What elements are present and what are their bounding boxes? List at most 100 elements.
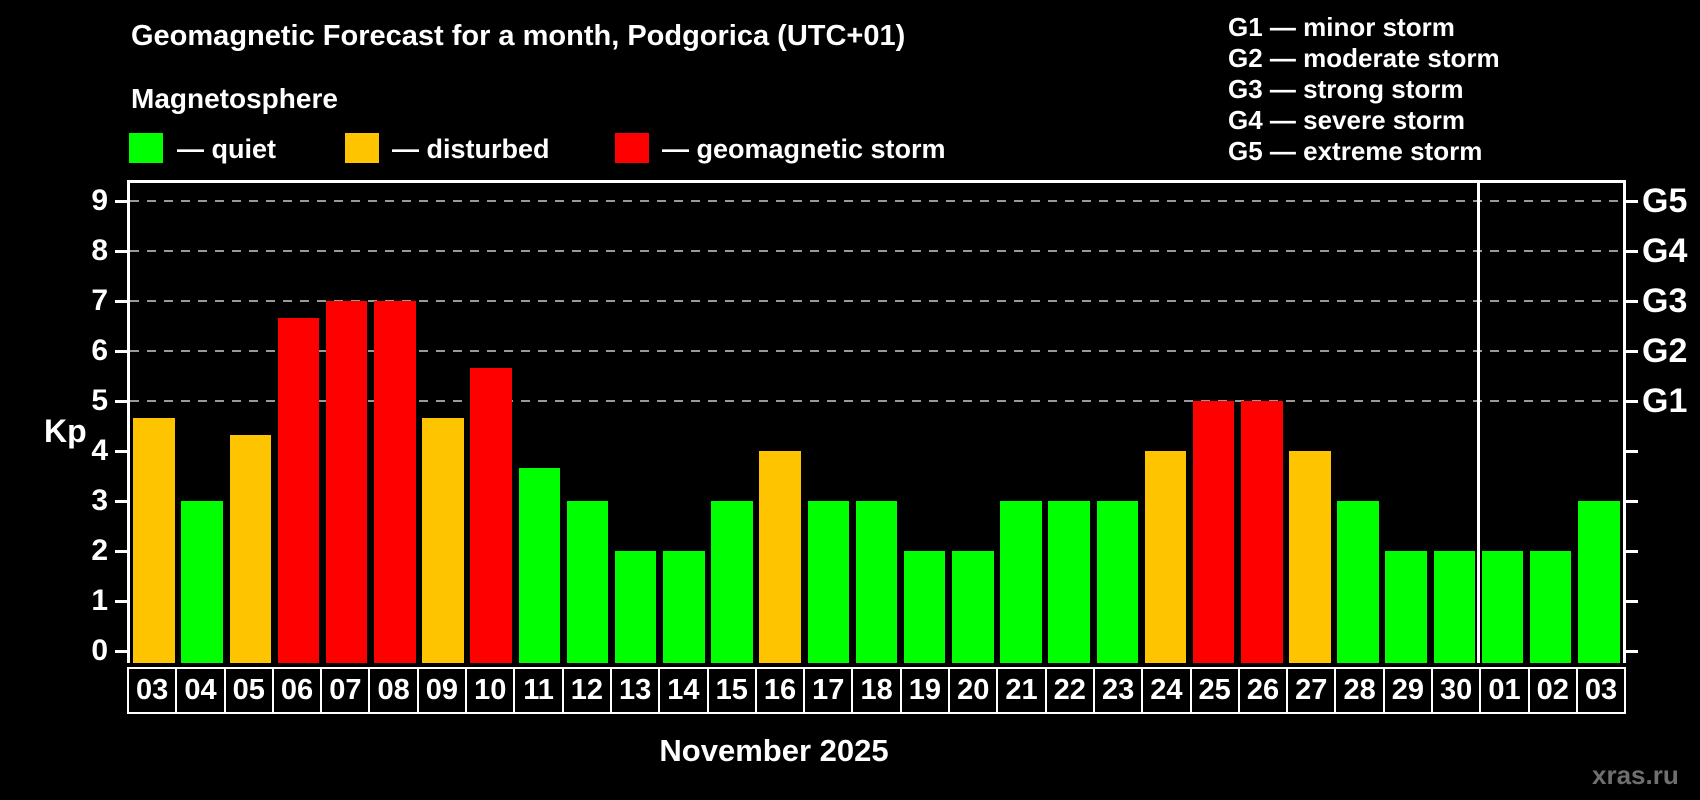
day-label-11: 11 bbox=[513, 667, 564, 714]
day-label-23: 23 bbox=[1092, 667, 1144, 714]
bar-day-29 bbox=[1385, 551, 1427, 663]
day-label-04: 04 bbox=[175, 667, 226, 714]
disturbed-legend-label: — disturbed bbox=[392, 134, 550, 164]
disturbed-legend-swatch bbox=[345, 133, 379, 163]
gridline-kp6 bbox=[130, 350, 1623, 352]
right-axis-label-g5: G5 bbox=[1642, 182, 1688, 220]
y-tick-label: 1 bbox=[91, 584, 108, 617]
day-label-16: 16 bbox=[754, 667, 806, 714]
day-label-13: 13 bbox=[609, 667, 661, 714]
x-axis-day-labels: 03 04 05 06 07 08 09 10 11 12 13 14 15 16 17 18 19 20 21 22… bbox=[127, 667, 1627, 714]
bar-day-28 bbox=[1337, 501, 1379, 663]
bar-day-08 bbox=[374, 301, 416, 663]
g2-legend-line: G2 — moderate storm bbox=[1228, 43, 1500, 73]
gridline-kp9 bbox=[130, 200, 1623, 202]
bar-day-20 bbox=[952, 551, 994, 663]
month-separator-line bbox=[1477, 183, 1481, 663]
day-label-20: 20 bbox=[948, 667, 999, 714]
day-label-01: 01 bbox=[1479, 667, 1530, 714]
quiet-legend-swatch bbox=[129, 133, 163, 163]
day-label-07: 07 bbox=[320, 667, 371, 714]
bar-day-03 bbox=[133, 417, 175, 663]
bar-day-21 bbox=[1000, 501, 1042, 663]
day-label-26: 26 bbox=[1237, 667, 1289, 714]
x-axis-month-label: November 2025 bbox=[659, 733, 889, 768]
day-label-03: 03 bbox=[1575, 667, 1627, 714]
day-label-24: 24 bbox=[1141, 667, 1192, 714]
day-label-18: 18 bbox=[851, 667, 902, 714]
bar-day-05 bbox=[229, 434, 272, 663]
chart-subtitle: Magnetosphere bbox=[131, 83, 338, 114]
bar-day-11 bbox=[518, 467, 561, 663]
day-label-12: 12 bbox=[561, 667, 612, 714]
right-axis-label-g4: G4 bbox=[1642, 232, 1688, 270]
right-axis-tick bbox=[1626, 549, 1638, 553]
left-axis-tick bbox=[115, 599, 127, 603]
right-axis-label-g2: G2 bbox=[1642, 332, 1688, 370]
right-axis-tick bbox=[1626, 499, 1638, 503]
bar-day-12 bbox=[566, 501, 609, 663]
bar-day-02 bbox=[1529, 551, 1572, 663]
bar-day-17 bbox=[807, 501, 850, 663]
plot-area: 0 1 2 3 4 5 6 7 8 9 G1 G2 G3 G4 G5 bbox=[91, 180, 1687, 666]
gridline-kp7 bbox=[130, 300, 1623, 302]
watermark: xras.ru bbox=[1592, 760, 1679, 790]
day-label-19: 19 bbox=[899, 667, 951, 714]
y-tick-label: 8 bbox=[91, 234, 108, 267]
bar-day-23 bbox=[1096, 501, 1139, 663]
left-axis-tick bbox=[115, 249, 127, 253]
bar-day-09 bbox=[422, 417, 464, 663]
day-label-14: 14 bbox=[658, 667, 709, 714]
bar-day-26 bbox=[1241, 401, 1283, 663]
y-tick-label: 7 bbox=[91, 284, 108, 317]
left-axis-tick bbox=[115, 549, 127, 553]
day-label-27: 27 bbox=[1286, 667, 1337, 714]
gridline-kp5 bbox=[130, 400, 1623, 402]
bar-day-22 bbox=[1048, 501, 1090, 663]
left-axis-tick bbox=[115, 649, 127, 653]
day-label-09: 09 bbox=[416, 667, 468, 714]
bar-day-04 bbox=[181, 501, 223, 663]
y-tick-label: 9 bbox=[91, 184, 108, 217]
bar-day-06 bbox=[277, 317, 320, 663]
y-tick-label: 4 bbox=[91, 434, 108, 467]
y-tick-label: 0 bbox=[91, 634, 108, 667]
right-axis-label-g1: G1 bbox=[1642, 382, 1688, 420]
y-tick-label: 5 bbox=[91, 384, 108, 417]
y-axis-label: Kp bbox=[44, 413, 87, 449]
day-label-17: 17 bbox=[803, 667, 854, 714]
day-label-08: 08 bbox=[368, 667, 419, 714]
quiet-legend-label: — quiet bbox=[177, 134, 276, 164]
bar-day-10 bbox=[470, 367, 512, 663]
y-tick-label: 2 bbox=[91, 534, 108, 567]
day-label-21: 21 bbox=[996, 667, 1047, 714]
day-label-02: 02 bbox=[1527, 667, 1578, 714]
chart-title: Geomagnetic Forecast for a month, Podgor… bbox=[131, 20, 906, 52]
left-axis-tick bbox=[115, 399, 127, 403]
right-axis-tick bbox=[1626, 299, 1638, 303]
bar-day-27 bbox=[1289, 451, 1331, 663]
right-axis-tick bbox=[1626, 399, 1638, 403]
right-axis-tick bbox=[1626, 449, 1638, 453]
g3-legend-line: G3 — strong storm bbox=[1228, 74, 1464, 104]
left-axis-tick bbox=[115, 199, 127, 203]
day-label-22: 22 bbox=[1044, 667, 1095, 714]
day-label-10: 10 bbox=[465, 667, 516, 714]
y-tick-label: 6 bbox=[91, 334, 108, 367]
day-label-30: 30 bbox=[1431, 667, 1482, 714]
day-label-06: 06 bbox=[271, 667, 323, 714]
day-label-28: 28 bbox=[1334, 667, 1385, 714]
y-tick-label: 3 bbox=[91, 484, 108, 517]
left-axis-tick bbox=[115, 499, 127, 503]
bar-day-07 bbox=[325, 301, 368, 663]
right-axis-label-g3: G3 bbox=[1642, 282, 1688, 320]
storm-legend-swatch bbox=[615, 133, 649, 163]
bar-day-01 bbox=[1481, 551, 1524, 663]
right-axis-tick bbox=[1626, 349, 1638, 353]
left-axis-tick bbox=[115, 349, 127, 353]
storm-legend-label: — geomagnetic storm bbox=[662, 134, 946, 164]
bar-day-16 bbox=[759, 451, 801, 663]
bar-day-03 bbox=[1578, 501, 1620, 663]
day-label-29: 29 bbox=[1382, 667, 1434, 714]
